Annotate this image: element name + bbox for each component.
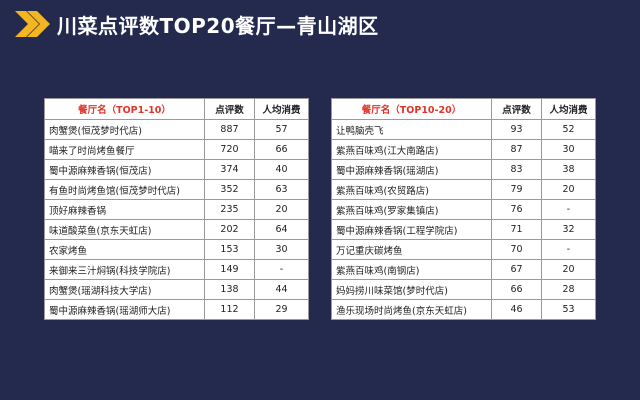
restaurant-name: 渔乐现场时尚烤鱼(京东天虹店)	[331, 299, 492, 320]
table-row: 紫燕百味鸡(农贸路店) 79 20	[331, 179, 596, 200]
restaurant-name: 味道酸菜鱼(京东天虹店)	[44, 219, 205, 240]
avg-spend: 66	[254, 139, 309, 160]
restaurant-name: 让鸭脑壳飞	[331, 119, 492, 140]
table-row: 喵来了时尚烤鱼餐厅 720 66	[44, 139, 309, 160]
table-row: 来御来三汁焖锅(科技学院店) 149-	[44, 259, 309, 280]
restaurant-name: 喵来了时尚烤鱼餐厅	[44, 139, 205, 160]
table-row: 蜀中源麻辣香锅(瑶湖店) 83 38	[331, 159, 596, 180]
review-count: 76	[491, 199, 542, 220]
ranking-table-top10-20: 餐厅名（TOP10-20） 点评数 人均消费 让鸭脑壳飞 93 52 紫燕百味鸡(江…	[331, 98, 596, 320]
avg-spend: 30	[541, 139, 596, 160]
table-row: 蜀中源麻辣香锅(恒茂店) 374 40	[44, 159, 309, 180]
review-count: 79	[491, 179, 542, 200]
avg-spend: 20	[541, 179, 596, 200]
table-row: 让鸭脑壳飞 93 52	[331, 119, 596, 140]
table-header-row: 餐厅名（TOP1-10） 点评数 人均消费	[44, 98, 309, 120]
restaurant-name: 蜀中源麻辣香锅(恒茂店)	[44, 159, 205, 180]
table-header-row: 餐厅名（TOP10-20） 点评数 人均消费	[331, 98, 596, 120]
column-header-reviews: 点评数	[204, 98, 255, 120]
table-row: 紫燕百味鸡(江大南路店) 87 30	[331, 139, 596, 160]
table-row: 肉蟹煲(瑶湖科技大学店) 138 44	[44, 279, 309, 300]
avg-spend: 32	[541, 219, 596, 240]
page-title: 川菜点评数TOP20餐厅—青山湖区	[57, 13, 379, 38]
restaurant-name: 蜀中源麻辣香锅(瑶湖师大店)	[44, 299, 205, 320]
review-count: 374	[204, 159, 255, 180]
avg-spend: 63	[254, 179, 309, 200]
avg-spend: -	[541, 199, 596, 220]
avg-spend: 38	[541, 159, 596, 180]
avg-spend: -	[254, 259, 309, 280]
restaurant-name: 紫燕百味鸡(农贸路店)	[331, 179, 492, 200]
restaurant-name: 有鱼时尚烤鱼馆(恒茂梦时代店)	[44, 179, 205, 200]
restaurant-name: 紫燕百味鸡(江大南路店)	[331, 139, 492, 160]
table-row: 紫燕百味鸡(南钢店) 67 20	[331, 259, 596, 280]
review-count: 720	[204, 139, 255, 160]
avg-spend: 20	[541, 259, 596, 280]
review-count: 67	[491, 259, 542, 280]
table-row: 妈妈捞川味菜馆(梦时代店) 66 28	[331, 279, 596, 300]
table-row: 万记重庆碳烤鱼 70-	[331, 239, 596, 260]
column-header-reviews: 点评数	[491, 98, 542, 120]
table-row: 紫燕百味鸡(罗家集镇店) 76-	[331, 199, 596, 220]
restaurant-name: 肉蟹煲(瑶湖科技大学店)	[44, 279, 205, 300]
review-count: 71	[491, 219, 542, 240]
review-count: 149	[204, 259, 255, 280]
table-row: 味道酸菜鱼(京东天虹店) 202 64	[44, 219, 309, 240]
review-count: 202	[204, 219, 255, 240]
review-count: 70	[491, 239, 542, 260]
double-chevron-right-icon	[15, 11, 50, 37]
restaurant-name: 紫燕百味鸡(南钢店)	[331, 259, 492, 280]
review-count: 112	[204, 299, 255, 320]
avg-spend: 57	[254, 119, 309, 140]
restaurant-name: 农家烤鱼	[44, 239, 205, 260]
avg-spend: 53	[541, 299, 596, 320]
review-count: 87	[491, 139, 542, 160]
column-header-avg-spend: 人均消费	[254, 98, 309, 120]
restaurant-name: 肉蟹煲(恒茂梦时代店)	[44, 119, 205, 140]
column-header-avg-spend: 人均消费	[541, 98, 596, 120]
restaurant-name: 顶好麻辣香锅	[44, 199, 205, 220]
table-row: 蜀中源麻辣香锅(瑶湖师大店) 112 29	[44, 299, 309, 320]
restaurant-name: 蜀中源麻辣香锅(工程学院店)	[331, 219, 492, 240]
avg-spend: 44	[254, 279, 309, 300]
avg-spend: 64	[254, 219, 309, 240]
review-count: 138	[204, 279, 255, 300]
avg-spend: 20	[254, 199, 309, 220]
table-row: 顶好麻辣香锅 235 20	[44, 199, 309, 220]
review-count: 235	[204, 199, 255, 220]
ranking-table-top1-10: 餐厅名（TOP1-10） 点评数 人均消费 肉蟹煲(恒茂梦时代店) 887 57 喵…	[44, 98, 309, 320]
review-count: 887	[204, 119, 255, 140]
table-row: 农家烤鱼 153 30	[44, 239, 309, 260]
table-row: 肉蟹煲(恒茂梦时代店) 887 57	[44, 119, 309, 140]
avg-spend: 40	[254, 159, 309, 180]
column-header-restaurant: 餐厅名（TOP1-10）	[44, 98, 205, 120]
review-count: 46	[491, 299, 542, 320]
table-row: 蜀中源麻辣香锅(工程学院店) 71 32	[331, 219, 596, 240]
review-count: 153	[204, 239, 255, 260]
review-count: 93	[491, 119, 542, 140]
review-count: 83	[491, 159, 542, 180]
column-header-restaurant: 餐厅名（TOP10-20）	[331, 98, 492, 120]
restaurant-name: 紫燕百味鸡(罗家集镇店)	[331, 199, 492, 220]
avg-spend: 52	[541, 119, 596, 140]
avg-spend: 28	[541, 279, 596, 300]
restaurant-name: 妈妈捞川味菜馆(梦时代店)	[331, 279, 492, 300]
avg-spend: 29	[254, 299, 309, 320]
table-row: 渔乐现场时尚烤鱼(京东天虹店) 46 53	[331, 299, 596, 320]
restaurant-name: 蜀中源麻辣香锅(瑶湖店)	[331, 159, 492, 180]
title-bar: 川菜点评数TOP20餐厅—青山湖区	[13, 8, 379, 40]
avg-spend: 30	[254, 239, 309, 260]
restaurant-name: 万记重庆碳烤鱼	[331, 239, 492, 260]
restaurant-name: 来御来三汁焖锅(科技学院店)	[44, 259, 205, 280]
review-count: 66	[491, 279, 542, 300]
table-row: 有鱼时尚烤鱼馆(恒茂梦时代店) 352 63	[44, 179, 309, 200]
review-count: 352	[204, 179, 255, 200]
avg-spend: -	[541, 239, 596, 260]
